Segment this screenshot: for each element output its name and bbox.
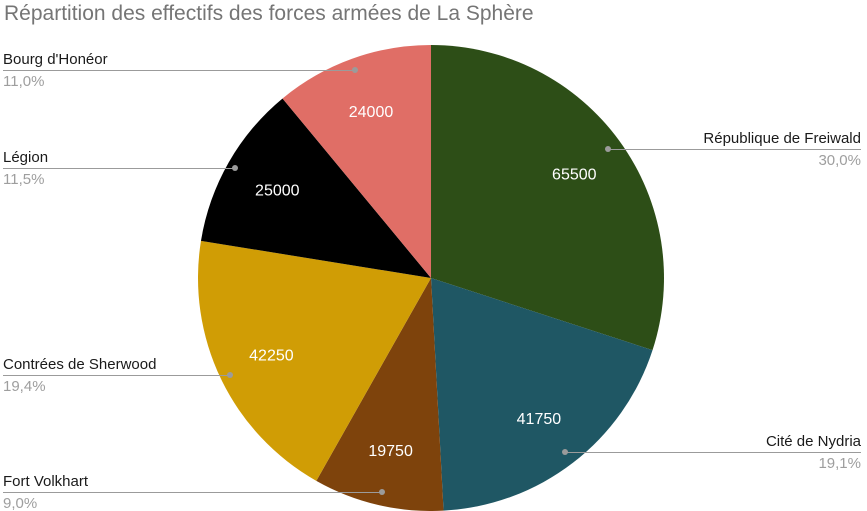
callout-cite-de-nydria: Cité de Nydria 19,1%: [562, 433, 861, 472]
pie-slice-0[interactable]: [431, 45, 664, 351]
slice-percent: 19,4%: [3, 378, 46, 395]
callout-dot: [227, 372, 233, 378]
callout-leader-line: Légion: [3, 149, 238, 171]
callout-dot: [232, 165, 238, 171]
slice-label: Légion: [3, 149, 49, 166]
slice-value-label: 25000: [255, 183, 300, 200]
callout-leader-line: Bourg d'Honéor: [3, 51, 358, 73]
slice-label: Cité de Nydria: [765, 433, 861, 450]
slice-label: République de Freiwald: [703, 130, 861, 147]
pie-slice-4[interactable]: [200, 98, 431, 278]
callout-dot: [352, 67, 358, 73]
slice-value-label: 19750: [368, 443, 413, 460]
callout-dot: [379, 489, 385, 495]
slice-percent: 19,1%: [818, 455, 861, 472]
slice-label: Bourg d'Honéor: [3, 51, 108, 68]
callout-dot: [605, 146, 611, 152]
callout-legion: Légion 11,5%: [3, 149, 238, 188]
slice-label: Contrées de Sherwood: [3, 356, 157, 373]
callout-leader-line: République de Freiwald: [605, 130, 861, 152]
slice-value-label: 41750: [517, 411, 562, 428]
callout-bourg-dhoneor: Bourg d'Honéor 11,0%: [3, 51, 358, 90]
callout-republique-de-freiwald: République de Freiwald 30,0%: [605, 130, 861, 169]
pie-slice-2[interactable]: [316, 278, 444, 511]
slice-label: Fort Volkhart: [3, 473, 89, 490]
slice-percent: 11,5%: [3, 171, 45, 188]
slice-value-label: 65500: [552, 167, 597, 184]
slice-value-label: 42250: [249, 347, 294, 364]
slice-value-label: 24000: [349, 104, 394, 121]
pie-slice-5[interactable]: [282, 45, 431, 278]
callout-fort-volkhart: Fort Volkhart 9,0%: [3, 473, 385, 511]
pie-slice-1[interactable]: [431, 278, 653, 511]
slice-percent: 30,0%: [818, 152, 861, 169]
callout-contrees-de-sherwood: Contrées de Sherwood 19,4%: [3, 356, 233, 395]
callout-dot: [562, 449, 568, 455]
slice-percent: 9,0%: [3, 495, 38, 511]
pie-slice-3[interactable]: [197, 240, 431, 481]
callout-leader-line: Contrées de Sherwood: [3, 356, 233, 378]
callout-leader-line: Fort Volkhart: [3, 473, 385, 495]
callout-leader-line: Cité de Nydria: [562, 433, 861, 455]
slice-percent: 11,0%: [3, 73, 45, 90]
chart-title: Répartition des effectifs des forces arm…: [4, 2, 534, 25]
